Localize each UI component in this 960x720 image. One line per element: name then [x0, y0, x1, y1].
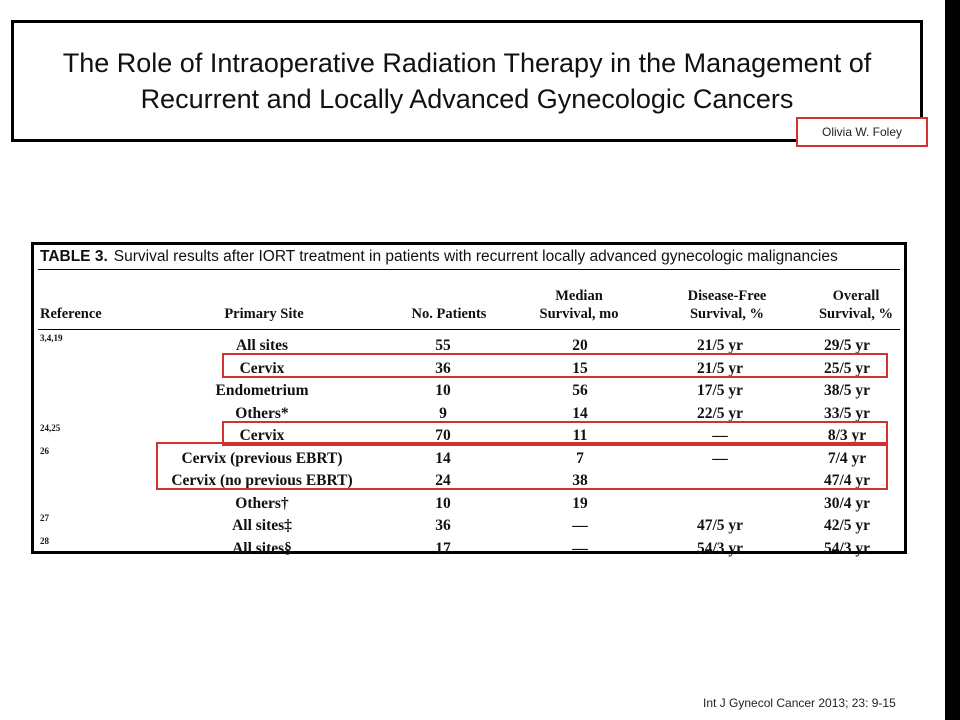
- author-name: Olivia W. Foley: [821, 125, 902, 139]
- header-median-line2: Survival, mo: [539, 306, 619, 322]
- cell-os: 29/5 yr: [823, 337, 871, 354]
- cell-os: 8/3 yr: [827, 427, 867, 444]
- cell-os: 54/3 yr: [823, 539, 871, 557]
- cell-reference: 3,4,19: [40, 333, 63, 343]
- cell-site: Cervix (no previous EBRT): [171, 472, 353, 489]
- cell-site: All sites§: [232, 539, 292, 557]
- author-label: Olivia W. Foley: [796, 117, 928, 147]
- header-dfs: Disease-Free Survival, %: [662, 287, 792, 323]
- cell-median: 7: [576, 449, 584, 467]
- header-patients: No. Patients: [411, 306, 487, 322]
- cell-os: 30/4 yr: [823, 494, 871, 512]
- cell-patients: 36: [435, 517, 451, 534]
- slide-side-bar: [945, 0, 960, 720]
- cell-median: 14: [572, 404, 588, 422]
- cell-median: 38: [572, 472, 588, 489]
- header-rule: [38, 329, 900, 330]
- header-reference: Reference: [40, 306, 102, 322]
- cell-dfs: 21/5 yr: [696, 337, 744, 354]
- caption-rule: [38, 269, 900, 270]
- header-os: Overall Survival, %: [804, 287, 908, 323]
- cell-patients: 70: [435, 427, 451, 444]
- cell-site: Cervix (previous EBRT): [181, 449, 343, 467]
- cell-os: 7/4 yr: [827, 449, 867, 467]
- cell-os: 42/5 yr: [823, 517, 871, 534]
- table-label: TABLE 3.: [40, 248, 108, 265]
- header-os-line2: Survival, %: [818, 306, 894, 322]
- cell-os: 47/4 yr: [823, 472, 871, 489]
- cell-patients: 14: [435, 449, 451, 467]
- cell-dfs: 54/3 yr: [696, 539, 744, 557]
- table-caption: TABLE 3. Survival results after IORT trea…: [40, 248, 838, 266]
- cell-median: —: [572, 539, 588, 557]
- slide-title: The Role of Intraoperative Radiation The…: [62, 48, 872, 114]
- cell-dfs: —: [712, 449, 728, 467]
- cell-median: 15: [572, 359, 588, 377]
- cell-dfs: 21/5 yr: [696, 359, 744, 377]
- cell-site: Cervix: [239, 427, 285, 444]
- header-median: Median Survival, mo: [514, 287, 644, 323]
- table-caption-text: Survival results after IORT treatment in…: [113, 248, 838, 265]
- cell-dfs: 17/5 yr: [696, 382, 744, 399]
- cell-site: All sites‡: [232, 517, 292, 534]
- survival-table: TABLE 3. Survival results after IORT trea…: [31, 242, 908, 557]
- cell-median: 56: [572, 382, 588, 399]
- cell-median: —: [572, 517, 588, 534]
- cell-patients: 17: [435, 539, 451, 557]
- cell-os: 33/5 yr: [823, 404, 871, 422]
- cell-patients: 36: [435, 359, 451, 377]
- cell-reference: 26: [40, 445, 49, 456]
- slide-title-box: The Role of Intraoperative Radiation The…: [11, 20, 923, 142]
- cell-median: 11: [572, 427, 588, 444]
- cell-os: 38/5 yr: [823, 382, 871, 399]
- cell-reference: 28: [40, 535, 49, 546]
- cell-patients: 10: [435, 494, 451, 512]
- cell-reference: 27: [40, 513, 49, 523]
- cell-site: Endometrium: [215, 382, 309, 399]
- cell-median: 20: [572, 337, 588, 354]
- cell-dfs: 47/5 yr: [696, 517, 744, 534]
- header-dfs-line1: Disease-Free: [687, 288, 767, 304]
- cell-median: 19: [572, 494, 588, 512]
- cell-patients: 10: [435, 382, 451, 399]
- cell-patients: 24: [435, 472, 451, 489]
- header-os-line1: Overall: [832, 288, 880, 304]
- header-primary-site: Primary Site: [224, 306, 304, 322]
- cell-patients: 55: [435, 337, 451, 354]
- cell-dfs: 22/5 yr: [696, 404, 744, 422]
- cell-site: Others*: [235, 404, 289, 422]
- citation: Int J Gynecol Cancer 2013; 23: 9-15: [703, 696, 896, 710]
- cell-patients: 9: [439, 404, 447, 422]
- cell-site: All sites: [235, 337, 289, 354]
- highlight-cervix-ebrt: [156, 442, 888, 490]
- cell-os: 25/5 yr: [823, 359, 871, 377]
- cell-reference: 24,25: [40, 423, 61, 433]
- header-median-line1: Median: [555, 288, 603, 304]
- highlight-cervix-first: [222, 353, 888, 378]
- cell-dfs: —: [712, 427, 728, 444]
- cell-site: Others†: [235, 494, 289, 512]
- cell-site: Cervix: [239, 359, 285, 377]
- highlight-cervix-second: [222, 421, 888, 446]
- header-dfs-line2: Survival, %: [689, 306, 765, 322]
